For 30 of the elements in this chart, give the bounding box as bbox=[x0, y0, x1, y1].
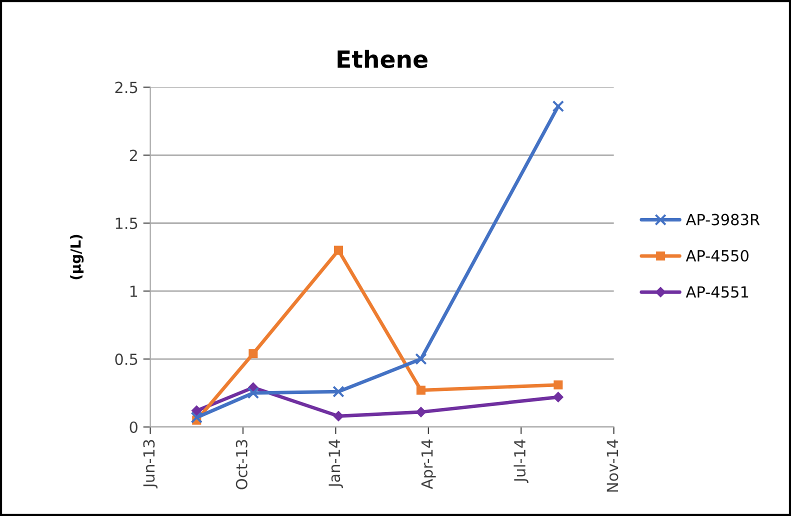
x-tick-label: Oct-13 bbox=[236, 440, 248, 490]
x-tick-label: Jul-14 bbox=[514, 440, 528, 483]
point bbox=[552, 392, 564, 402]
chart-title: Ethene bbox=[338, 50, 428, 68]
legend-label: AP-3983R bbox=[686, 214, 760, 226]
legend-label: AP-4551 bbox=[686, 286, 748, 298]
point bbox=[416, 386, 426, 395]
y-tick-label: 2 bbox=[130, 150, 137, 161]
point bbox=[334, 246, 343, 255]
x-tick-label: Nov-14 bbox=[606, 440, 618, 492]
y-axis-title: (µg/L) bbox=[70, 234, 84, 280]
point bbox=[554, 380, 563, 390]
x-tick-label: Jun-13 bbox=[143, 440, 158, 488]
point bbox=[552, 100, 564, 112]
point bbox=[191, 405, 202, 416]
point bbox=[415, 353, 427, 365]
y-tick-label: 0 bbox=[130, 421, 138, 434]
point bbox=[190, 412, 203, 424]
x-tick-label: Apr-14 bbox=[421, 440, 436, 490]
x-tick-label: Jan-14 bbox=[328, 440, 343, 488]
point bbox=[332, 386, 344, 398]
point bbox=[248, 349, 258, 358]
y-tick-label: 0.5 bbox=[115, 354, 138, 366]
point bbox=[247, 387, 260, 399]
point bbox=[416, 406, 426, 418]
legend-label: AP-4550 bbox=[686, 250, 748, 262]
y-tick-label: 1 bbox=[130, 286, 138, 297]
point bbox=[333, 410, 344, 422]
y-tick-label: 2.5 bbox=[115, 82, 138, 94]
y-tick-label: 1.5 bbox=[116, 218, 138, 230]
